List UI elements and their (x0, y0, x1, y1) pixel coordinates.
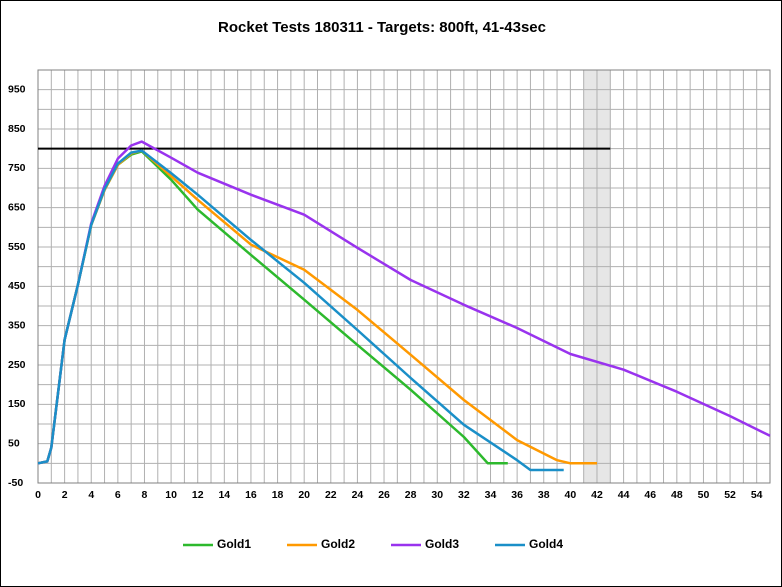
x-tick-label: 4 (88, 489, 94, 501)
x-tick-label: 28 (405, 489, 417, 501)
x-tick-label: 10 (165, 489, 177, 501)
x-tick-label: 20 (298, 489, 310, 501)
y-tick-label: 50 (8, 437, 20, 449)
y-tick-label: 250 (8, 359, 26, 371)
y-tick-label: 750 (8, 162, 26, 174)
x-tick-label: 34 (485, 489, 497, 501)
series-line (37, 149, 564, 472)
plot-border (37, 69, 771, 484)
x-tick-label: 0 (35, 489, 41, 501)
legend-label: Gold3 (425, 537, 459, 551)
x-tick-label: 16 (245, 489, 257, 501)
y-tick-label: 450 (8, 280, 26, 292)
x-tick-label: 40 (565, 489, 577, 501)
x-tick-label: 24 (352, 489, 364, 501)
x-tick-label: 46 (644, 489, 656, 501)
x-tick-label: 54 (751, 489, 763, 501)
x-tick-label: 18 (272, 489, 284, 501)
x-tick-label: 22 (325, 489, 337, 501)
x-tick-label: 50 (698, 489, 710, 501)
x-tick-label: 8 (142, 489, 148, 501)
x-tick-label: 14 (218, 489, 230, 501)
y-tick-label: 650 (8, 201, 26, 213)
x-tick-label: 30 (431, 489, 443, 501)
x-tick-label: 38 (538, 489, 550, 501)
y-tick-label: 950 (8, 83, 26, 95)
y-tick-label: 350 (8, 319, 26, 331)
x-tick-label: 6 (115, 489, 121, 501)
x-tick-label: 26 (378, 489, 390, 501)
x-tick-label: 32 (458, 489, 470, 501)
legend-label: Gold1 (217, 537, 251, 551)
x-tick-label: 44 (618, 489, 630, 501)
x-tick-label: 36 (511, 489, 523, 501)
x-tick-label: 2 (62, 489, 68, 501)
y-tick-label: -50 (8, 477, 23, 489)
legend-label: Gold2 (321, 537, 355, 551)
x-tick-label: 52 (724, 489, 736, 501)
y-tick-label: 550 (8, 241, 26, 253)
y-tick-label: 150 (8, 398, 26, 410)
y-tick-label: 850 (8, 123, 26, 135)
legend-label: Gold4 (529, 537, 563, 551)
chart-title: Rocket Tests 180311 - Targets: 800ft, 41… (218, 19, 546, 36)
x-tick-label: 12 (192, 489, 204, 501)
x-tick-label: 48 (671, 489, 683, 501)
x-tick-label: 42 (591, 489, 603, 501)
